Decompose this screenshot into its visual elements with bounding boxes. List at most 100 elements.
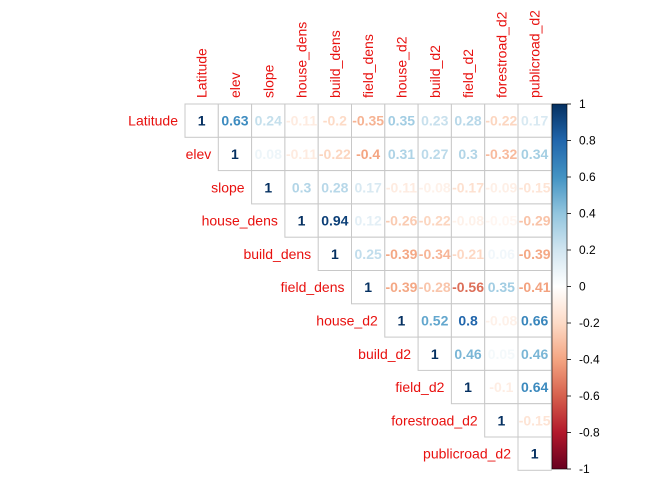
cell-slope-build_d2 xyxy=(417,170,452,205)
cell-elev-house_d2 xyxy=(384,136,419,172)
cell-value-build_dens-publicroad_d2: -0.39 xyxy=(519,246,551,262)
cell-value-field_d2-publicroad_d2: 0.64 xyxy=(521,379,548,395)
cell-value-Latitude-build_d2: 0.23 xyxy=(421,113,448,129)
col-label-publicroad_d2: publicroad_d2 xyxy=(527,10,543,98)
cell-value-publicroad_d2-publicroad_d2: 1 xyxy=(531,446,539,462)
cell-value-elev-build_d2: 0.27 xyxy=(421,146,448,162)
row-label-Latitude: Latitude xyxy=(128,113,178,129)
cell-elev-publicroad_d2 xyxy=(517,136,552,172)
cell-Latitude-field_dens xyxy=(351,103,386,138)
cell-value-house_d2-forestroad_d2: -0.08 xyxy=(485,312,517,328)
cell-value-house_dens-house_d2: -0.26 xyxy=(385,213,417,229)
cell-value-elev-slope: 0.08 xyxy=(255,146,282,162)
cell-value-elev-field_dens: -0.4 xyxy=(356,146,380,162)
cell-value-build_dens-field_d2: -0.21 xyxy=(452,246,484,262)
cell-house_d2-forestroad_d2 xyxy=(484,303,519,338)
cell-field_dens-forestroad_d2 xyxy=(484,270,519,305)
colorbar-tick-label: -1 xyxy=(579,462,590,476)
cell-value-Latitude-build_dens: -0.2 xyxy=(323,113,347,129)
cell-value-elev-field_d2: 0.3 xyxy=(458,146,478,162)
cell-field_dens-field_dens xyxy=(351,270,386,305)
cell-value-elev-publicroad_d2: 0.34 xyxy=(521,146,548,162)
cell-house_d2-field_d2 xyxy=(450,303,486,338)
cell-value-Latitude-field_d2: 0.28 xyxy=(454,113,481,129)
cell-field_dens-build_d2 xyxy=(417,270,452,305)
row-label-forestroad_d2: forestroad_d2 xyxy=(391,412,478,428)
cell-value-field_dens-house_d2: -0.39 xyxy=(385,279,417,295)
cell-value-elev-elev: 1 xyxy=(231,146,239,162)
cell-value-house_dens-field_d2: -0.08 xyxy=(452,213,484,229)
cell-build_d2-build_d2 xyxy=(417,336,452,371)
row-label-slope: slope xyxy=(211,179,245,195)
row-label-house_d2: house_d2 xyxy=(316,312,378,328)
colorbar-tick-label: 0.4 xyxy=(579,207,596,221)
colorbar-tick-label: 1 xyxy=(579,97,586,111)
cell-value-house_dens-build_d2: -0.22 xyxy=(419,213,451,229)
cell-slope-publicroad_d2 xyxy=(517,170,552,205)
cell-Latitude-elev xyxy=(217,103,253,138)
cell-value-Latitude-house_d2: 0.35 xyxy=(388,113,415,129)
colorbar-tick-label: 0.8 xyxy=(579,134,596,148)
cell-house_dens-forestroad_d2 xyxy=(484,203,519,238)
cell-value-elev-house_d2: 0.31 xyxy=(388,146,415,162)
colorbar-tick-label: -0.2 xyxy=(579,316,600,330)
cell-value-house_dens-build_dens: 0.94 xyxy=(321,213,348,229)
cell-value-Latitude-field_dens: -0.35 xyxy=(352,113,384,129)
colorbar-tick-label: -0.4 xyxy=(579,353,600,367)
col-label-Latitude: Latitude xyxy=(194,48,210,98)
cell-value-slope-forestroad_d2: -0.09 xyxy=(485,179,517,195)
cell-value-field_dens-field_d2: -0.56 xyxy=(452,279,484,295)
cell-value-field_d2-field_d2: 1 xyxy=(464,379,472,395)
cell-elev-forestroad_d2 xyxy=(484,136,519,172)
cell-value-house_dens-house_dens: 1 xyxy=(298,213,306,229)
row-label-field_dens: field_dens xyxy=(281,279,345,295)
cell-value-slope-field_dens: 0.17 xyxy=(355,179,382,195)
cell-value-slope-build_d2: -0.08 xyxy=(419,179,451,195)
cell-Latitude-forestroad_d2 xyxy=(484,103,519,138)
cell-forestroad_d2-publicroad_d2 xyxy=(517,403,552,438)
cell-Latitude-build_d2 xyxy=(417,103,452,138)
cell-build_d2-forestroad_d2 xyxy=(484,336,519,371)
cell-value-house_d2-field_d2: 0.8 xyxy=(458,312,478,328)
cell-value-house_d2-build_d2: 0.52 xyxy=(421,312,448,328)
cell-value-Latitude-forestroad_d2: -0.22 xyxy=(485,113,517,129)
cell-field_dens-house_d2 xyxy=(384,270,419,305)
cell-value-field_dens-publicroad_d2: -0.41 xyxy=(519,279,551,295)
colorbar-tick-label: -0.6 xyxy=(579,389,600,403)
row-label-elev: elev xyxy=(186,146,212,162)
colorbar-tick-label: 0.6 xyxy=(579,170,596,184)
cell-value-elev-forestroad_d2: -0.32 xyxy=(485,146,517,162)
cell-build_dens-build_d2 xyxy=(417,236,452,271)
cell-field_d2-field_d2 xyxy=(450,369,486,405)
cell-value-Latitude-Latitude: 1 xyxy=(198,113,206,129)
col-label-elev: elev xyxy=(227,72,243,98)
row-label-field_d2: field_d2 xyxy=(395,379,444,395)
cell-slope-slope xyxy=(251,170,286,205)
row-label-build_d2: build_d2 xyxy=(358,346,411,362)
cell-Latitude-Latitude xyxy=(184,103,219,138)
cell-value-house_dens-forestroad_d2: -0.05 xyxy=(485,213,517,229)
cell-value-house_d2-house_d2: 1 xyxy=(398,312,406,328)
cell-value-build_d2-forestroad_d2: 0.05 xyxy=(488,346,515,362)
cell-elev-field_dens xyxy=(351,136,386,172)
col-label-field_dens: field_dens xyxy=(360,34,376,98)
cell-value-house_dens-publicroad_d2: -0.29 xyxy=(519,213,551,229)
cell-value-build_d2-field_d2: 0.46 xyxy=(454,346,481,362)
cell-value-build_dens-house_d2: -0.39 xyxy=(385,246,417,262)
col-label-house_dens: house_dens xyxy=(294,22,310,98)
col-label-forestroad_d2: forestroad_d2 xyxy=(493,11,509,98)
cell-field_dens-field_d2 xyxy=(450,270,486,305)
cell-value-forestroad_d2-publicroad_d2: -0.15 xyxy=(519,412,551,428)
cell-house_d2-build_d2 xyxy=(417,303,452,338)
cell-value-house_d2-publicroad_d2: 0.66 xyxy=(521,312,548,328)
colorbar-tick-label: 0.2 xyxy=(579,243,596,257)
cell-value-field_dens-field_dens: 1 xyxy=(364,279,372,295)
cell-slope-forestroad_d2 xyxy=(484,170,519,205)
cell-value-slope-slope: 1 xyxy=(264,179,272,195)
cell-house_d2-publicroad_d2 xyxy=(517,303,552,338)
cell-elev-field_d2 xyxy=(450,136,486,172)
cell-value-house_dens-field_dens: 0.12 xyxy=(355,213,382,229)
colorbar xyxy=(551,103,568,470)
cell-house_dens-house_dens xyxy=(284,203,319,238)
